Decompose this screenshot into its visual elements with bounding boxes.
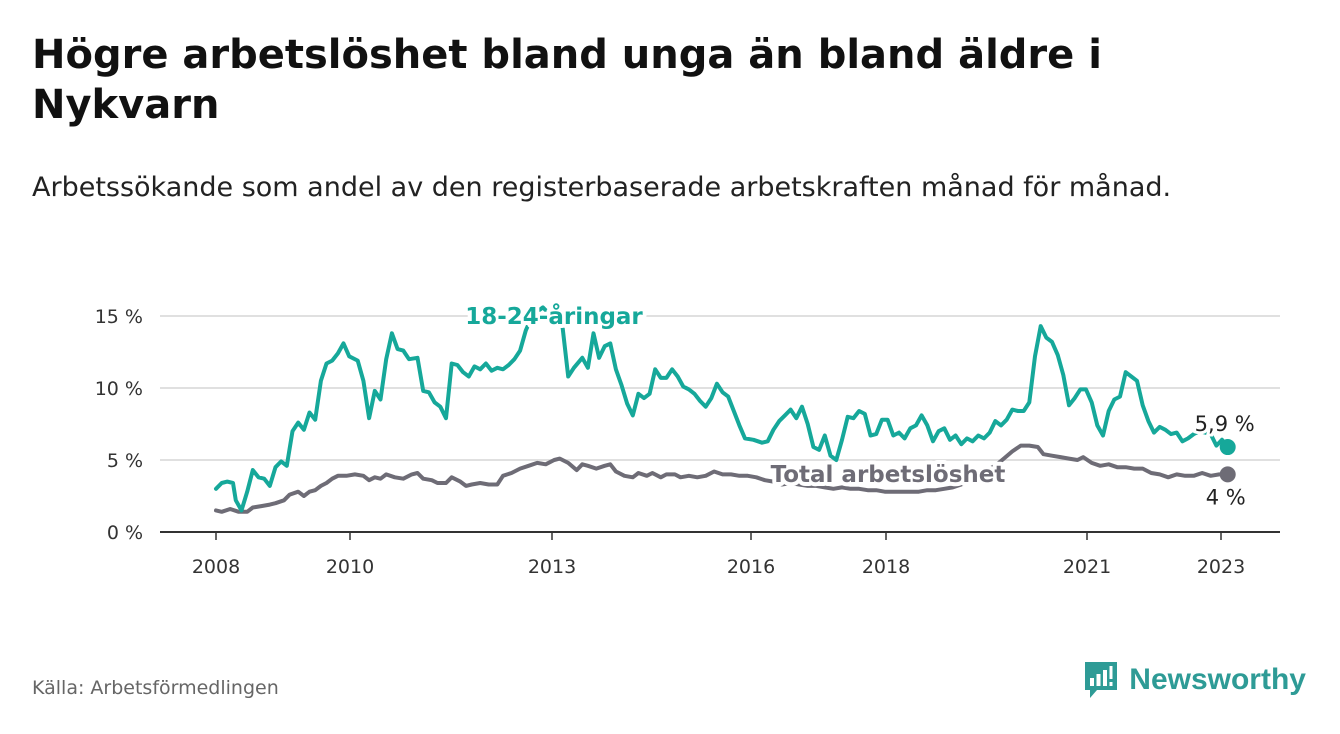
total-series-line: [214, 443, 1230, 514]
chart-title: Högre arbetslöshet bland unga än bland ä…: [32, 32, 1102, 128]
total-series-label: Total arbetslöshet: [771, 462, 1006, 488]
series-lines: [214, 305, 1236, 514]
y-axis-ticks: 0 % 5 % 10 % 15 %: [95, 306, 143, 544]
brand-logo: Newsworthy: [1083, 660, 1306, 700]
source-note: Källa: Arbetsförmedlingen: [32, 677, 279, 699]
end-marker: [1219, 466, 1236, 483]
x-tick-label: 2021: [1063, 556, 1111, 578]
y-tick-label: 5 %: [107, 450, 143, 472]
youth-series-label: 18-24-åringar: [465, 303, 643, 330]
x-tick-label: 2008: [192, 556, 240, 578]
brand-name: Newsworthy: [1129, 663, 1306, 696]
total-end-label: 4 %: [1206, 485, 1246, 509]
y-tick-label: 0 %: [107, 522, 143, 544]
x-axis-ticks: 2008 2010 2013 2016 2018 2021 2023: [192, 532, 1245, 578]
youth-end-label: 5,9 %: [1195, 412, 1255, 436]
end-marker: [1219, 439, 1236, 456]
y-tick-label: 15 %: [95, 306, 143, 328]
y-tick-label: 10 %: [95, 378, 143, 400]
youth-series-line: [214, 305, 1230, 513]
x-tick-label: 2013: [528, 556, 576, 578]
x-tick-label: 2023: [1197, 556, 1245, 578]
x-tick-label: 2016: [727, 556, 775, 578]
newsworthy-logo-icon: [1085, 662, 1118, 698]
x-tick-label: 2018: [862, 556, 910, 578]
chart-subtitle: Arbetssökande som andel av den registerb…: [32, 172, 1172, 203]
x-tick-label: 2010: [326, 556, 374, 578]
series-labels: 18-24-åringar Total arbetslöshet 5,9 % 4 %: [461, 299, 1257, 512]
